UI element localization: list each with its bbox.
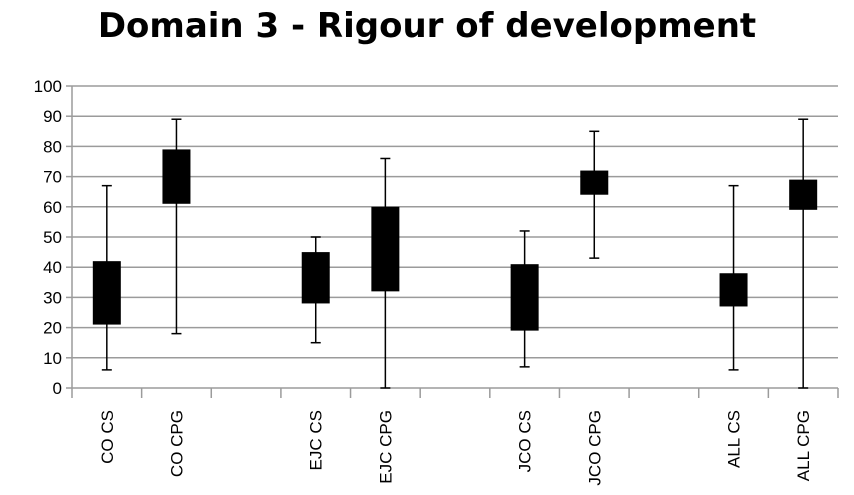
category-labels: CO CS CO CPG EJC CS EJC CPG JCO CS JCO CPG ALL…	[98, 410, 813, 486]
y-tick-label: 70	[43, 168, 62, 187]
box	[92, 261, 121, 325]
box	[580, 170, 609, 195]
box	[162, 149, 191, 204]
y-tick-label: 30	[43, 288, 62, 307]
category-label: EJC CPG	[376, 410, 395, 484]
y-tick-label: 0	[53, 379, 62, 398]
category-label: ALL CS	[725, 410, 744, 468]
boxes	[92, 118, 818, 389]
category-label: EJC CS	[307, 410, 326, 470]
y-tick-label: 10	[43, 349, 62, 368]
y-tick-label: 50	[43, 228, 62, 247]
box	[371, 206, 400, 292]
y-tick-label: 40	[43, 258, 62, 277]
category-label: JCO CS	[516, 410, 535, 472]
category-label: JCO CPG	[585, 410, 604, 486]
y-axis-ticks: 0 10 20 30 40 50 60 70 80 90 100	[34, 77, 72, 398]
y-tick-label: 90	[43, 107, 62, 126]
y-tick-label: 60	[43, 198, 62, 217]
box	[510, 264, 539, 331]
box	[301, 252, 330, 304]
x-axis	[71, 86, 839, 398]
category-label: CO CPG	[167, 410, 186, 477]
y-tick-label: 80	[43, 137, 62, 156]
y-tick-label: 20	[43, 319, 62, 338]
box	[789, 179, 818, 210]
gridlines	[72, 85, 838, 359]
category-label: CO CS	[98, 410, 117, 464]
category-label: ALL CPG	[794, 410, 813, 481]
chart-title: Domain 3 - Rigour of development	[97, 6, 757, 46]
box	[719, 273, 748, 307]
y-tick-label: 100	[34, 77, 62, 96]
